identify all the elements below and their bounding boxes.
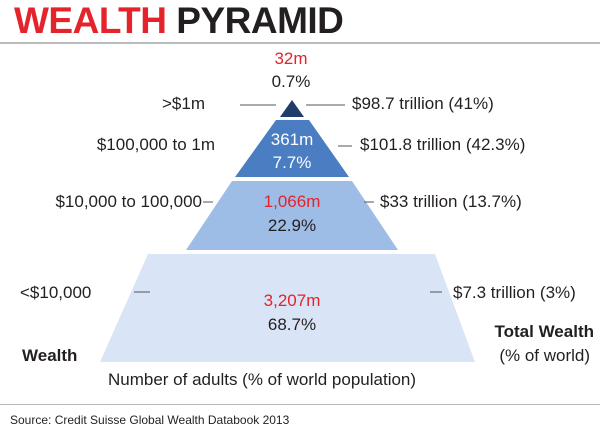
source-note: Source: Credit Suisse Global Wealth Data… [0,404,600,434]
right-axis-subtitle: (% of world) [499,346,590,365]
tier-1-adults-pct: 0.7% [271,72,311,91]
tier-3-adults-pct: 22.9% [267,216,317,235]
tier-2-adults: 361m [270,130,314,149]
tier-3-wealth-band: $10,000 to 100,000 [55,192,202,211]
tier-1-shape [280,100,304,117]
page-title: WEALTH PYRAMID [14,0,344,42]
tier-4-shape [100,254,475,362]
tier-3-adults: 1,066m [263,192,321,211]
title-word-pyramid: PYRAMID [176,0,344,41]
left-axis-label: Wealth [22,346,78,365]
tier-4-total-wealth: $7.3 trillion (3%) [453,283,576,302]
tier-2-shape [235,120,349,177]
tier-3-total-wealth: $33 trillion (13.7%) [380,192,522,211]
title-divider [0,42,600,44]
tier-2-total-wealth: $101.8 trillion (42.3%) [360,135,526,154]
tier-3-shape [186,181,398,250]
tier-2-adults-pct: 7.7% [272,153,312,172]
tier-4-wealth-band: <$10,000 [20,283,92,302]
tier-2-wealth-band: $100,000 to 1m [96,135,215,154]
bottom-axis-label: Number of adults (% of world population) [108,370,417,389]
tier-4-adults: 3,207m [263,291,321,310]
tier-1-adults: 32m [274,49,308,68]
tier-1-wealth-band: >$1m [162,94,205,113]
tier-4-adults-pct: 68.7% [267,315,317,334]
tier-1-total-wealth: $98.7 trillion (41%) [352,94,494,113]
right-axis-title: Total Wealth [494,322,595,341]
title-word-wealth: WEALTH [14,0,167,41]
